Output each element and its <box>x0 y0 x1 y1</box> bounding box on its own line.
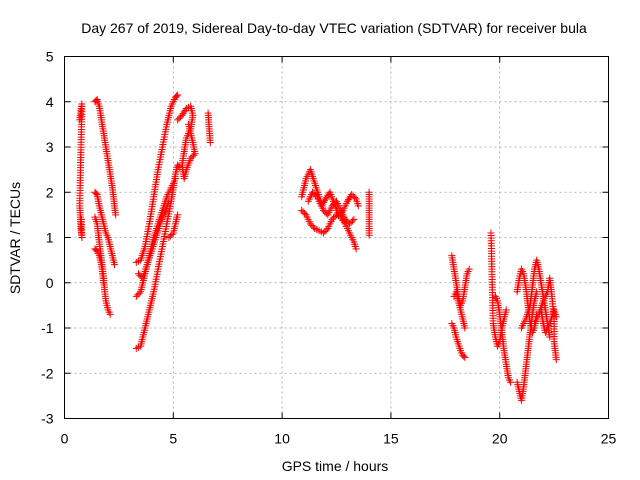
data-point <box>100 279 108 287</box>
y-tick-label: -3 <box>41 411 54 427</box>
data-point <box>352 245 360 253</box>
data-point <box>348 191 356 199</box>
y-tick-label: -2 <box>41 365 54 381</box>
data-point <box>168 230 176 238</box>
x-tick-label: 5 <box>169 431 177 447</box>
x-tick-label: 25 <box>601 431 617 447</box>
data-point <box>552 356 560 364</box>
data-point <box>92 189 100 197</box>
data-point <box>136 271 144 279</box>
data-point <box>328 215 336 223</box>
data-point <box>106 310 114 318</box>
data-point <box>308 221 316 229</box>
data-point <box>319 229 327 237</box>
data-point <box>175 114 183 122</box>
y-tick-label: 1 <box>46 230 54 246</box>
data-point <box>322 226 330 234</box>
y-tick-label: 2 <box>46 184 54 200</box>
data-point <box>347 218 355 226</box>
data-point <box>335 211 343 219</box>
data-point <box>132 292 140 300</box>
data-point <box>165 197 173 205</box>
data-point <box>461 324 469 332</box>
data-point <box>135 289 143 297</box>
x-axis-label: GPS time / hours <box>282 458 389 474</box>
data-point <box>350 215 358 223</box>
x-tick-label: 0 <box>61 431 69 447</box>
x-tick-label: 10 <box>274 431 290 447</box>
data-point <box>112 211 120 219</box>
data-point <box>310 190 318 198</box>
y-tick-label: 3 <box>46 139 54 155</box>
data-point <box>311 191 319 199</box>
data-point <box>165 234 173 241</box>
data-point <box>460 352 468 360</box>
data-point <box>309 188 317 196</box>
data-point <box>507 378 515 386</box>
y-tick-label: -1 <box>41 320 54 336</box>
data-point <box>299 208 307 216</box>
data-point <box>173 92 181 100</box>
x-tick-label: 15 <box>383 431 399 447</box>
axis-ticks: 0 5 10 15 20 25 -3 -2 -1 0 1 2 3 4 5 <box>41 49 616 447</box>
data-point <box>185 120 193 128</box>
data-point <box>552 313 560 321</box>
x-tick-label: 20 <box>492 431 508 447</box>
data-point <box>351 194 359 202</box>
data-point <box>502 306 510 314</box>
data-point <box>206 138 214 146</box>
data-point <box>174 116 182 124</box>
data-point <box>546 333 554 341</box>
data-point <box>461 353 469 361</box>
data-point <box>301 209 309 217</box>
data-point <box>330 214 338 222</box>
data-point <box>309 223 317 231</box>
data-point <box>298 206 306 214</box>
data-point <box>340 218 348 226</box>
data-point <box>321 227 329 235</box>
data-point <box>134 291 142 299</box>
data-point <box>465 265 473 273</box>
y-tick-label: 4 <box>46 94 54 110</box>
y-axis-label: SDTVAR / TECUs <box>7 182 23 294</box>
data-point <box>336 209 344 217</box>
data-point <box>365 231 373 239</box>
data-point <box>349 192 357 200</box>
data-point <box>319 206 327 214</box>
data-point <box>321 208 329 216</box>
data-point <box>348 217 356 225</box>
data-point <box>166 232 174 240</box>
data-point <box>338 208 346 216</box>
data-point <box>174 91 182 99</box>
data-point <box>190 151 198 159</box>
data-point <box>171 175 179 183</box>
data-point <box>187 154 195 162</box>
data-point <box>354 202 362 210</box>
data-points <box>76 91 560 404</box>
data-point <box>175 162 183 170</box>
data-point <box>174 211 182 219</box>
data-point <box>306 220 314 228</box>
data-point <box>77 215 85 223</box>
y-tick-label: 0 <box>46 275 54 291</box>
y-tick-label: 5 <box>46 49 54 65</box>
data-point <box>188 153 196 161</box>
plot-frame <box>64 56 609 419</box>
data-point <box>111 261 119 269</box>
chart-title: Day 267 of 2019, Sidereal Day-to-day VTE… <box>81 20 587 36</box>
